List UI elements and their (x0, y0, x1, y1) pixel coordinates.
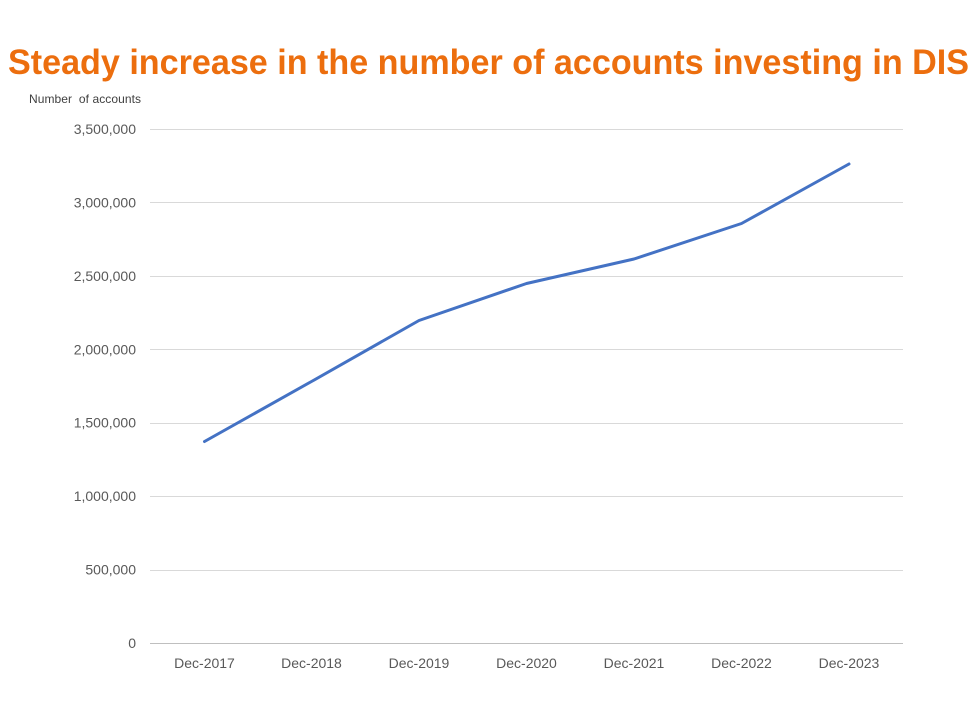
svg-text:Dec-2019: Dec-2019 (389, 655, 450, 671)
svg-text:2,000,000: 2,000,000 (74, 341, 136, 357)
svg-text:500,000: 500,000 (85, 562, 136, 578)
svg-text:Dec-2023: Dec-2023 (819, 655, 880, 671)
svg-text:Dec-2021: Dec-2021 (604, 655, 665, 671)
svg-text:Dec-2022: Dec-2022 (711, 655, 772, 671)
svg-text:Steady increase in the number: Steady increase in the number of account… (8, 43, 969, 82)
svg-text:Dec-2020: Dec-2020 (496, 655, 557, 671)
svg-text:2,500,000: 2,500,000 (74, 268, 136, 284)
svg-text:Dec-2018: Dec-2018 (281, 655, 342, 671)
svg-text:Dec-2017: Dec-2017 (174, 655, 235, 671)
svg-text:3,500,000: 3,500,000 (74, 121, 136, 137)
svg-text:1,000,000: 1,000,000 (74, 488, 136, 504)
svg-text:1,500,000: 1,500,000 (74, 415, 136, 431)
svg-text:Number of accounts: Number of accounts (29, 92, 141, 106)
svg-text:3,000,000: 3,000,000 (74, 194, 136, 210)
svg-text:0: 0 (128, 635, 136, 651)
